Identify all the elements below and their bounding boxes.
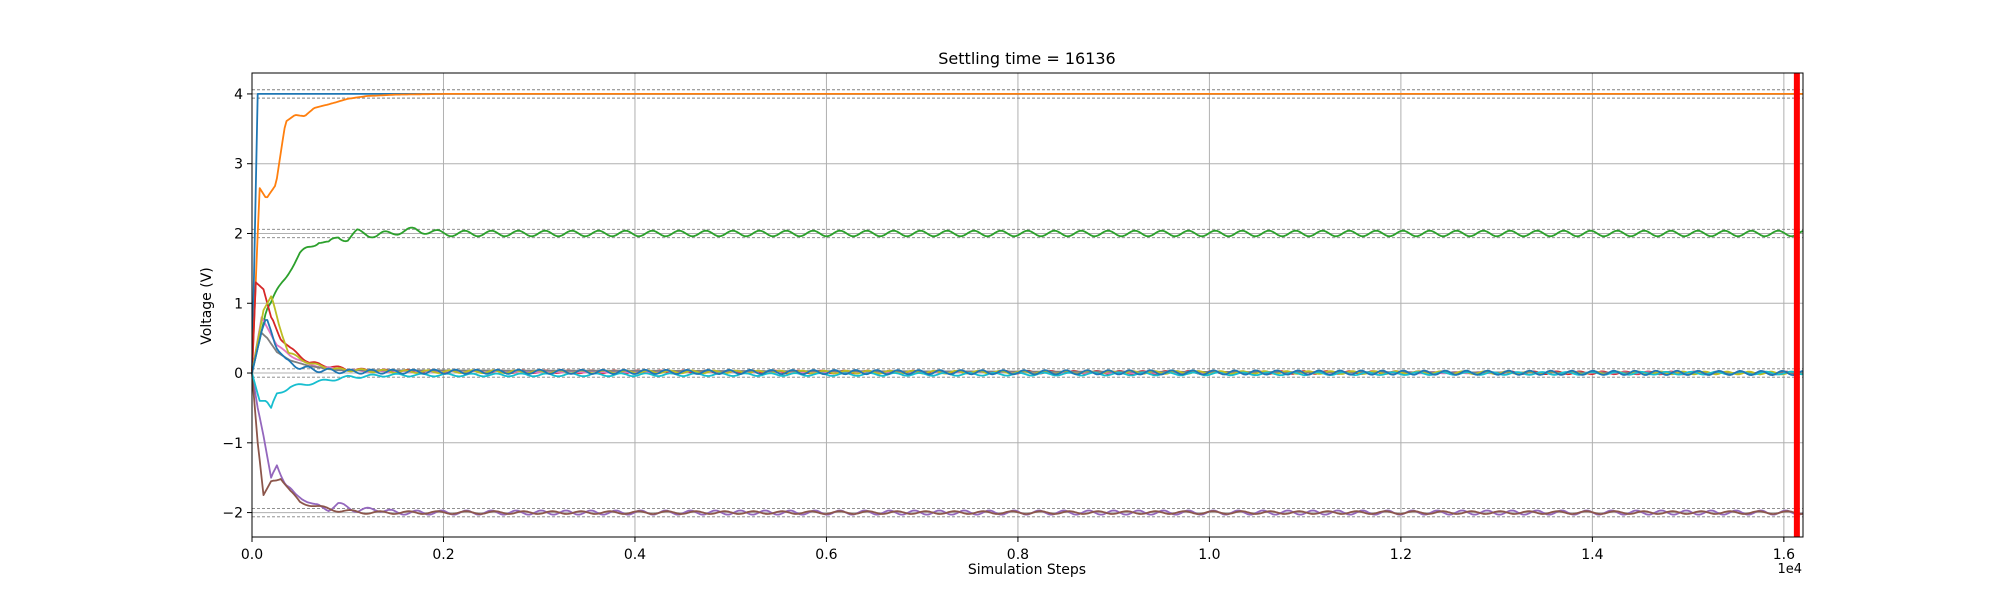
x-tick-label: 0.8 bbox=[1007, 547, 1029, 563]
plot-frame bbox=[251, 72, 1804, 538]
axis-ticks: 0.0 0.2 0.4 0.6 0.8 1.0 1.2 1.4 1.6 −2 −1 0 1 2 3 4 bbox=[222, 87, 1795, 563]
y-tick-label: 1 bbox=[234, 296, 243, 312]
x-tick-label: 1.0 bbox=[1198, 547, 1220, 563]
x-tick-label: 0.4 bbox=[624, 547, 646, 563]
x-axis-label: Simulation Steps bbox=[968, 562, 1086, 578]
y-tick-label: −1 bbox=[222, 436, 243, 452]
series-line-1 bbox=[251, 93, 1803, 374]
series-line-9 bbox=[251, 370, 1804, 409]
y-axis-label: Voltage (V) bbox=[199, 267, 215, 344]
y-tick-label: 3 bbox=[234, 157, 243, 173]
x-offset-label: 1e4 bbox=[1777, 562, 1802, 577]
y-tick-label: 2 bbox=[234, 226, 243, 242]
tolerance-bands bbox=[252, 89, 1803, 518]
y-tick-label: 0 bbox=[234, 366, 243, 382]
x-tick-label: 0.0 bbox=[241, 547, 263, 563]
series-lines bbox=[251, 93, 1804, 516]
chart-title: Settling time = 16136 bbox=[938, 49, 1115, 68]
series-line-5 bbox=[251, 372, 1804, 515]
y-tick-label: 4 bbox=[234, 87, 243, 103]
series-line-2 bbox=[251, 226, 1804, 374]
x-tick-label: 0.2 bbox=[432, 547, 454, 563]
x-tick-label: 1.6 bbox=[1773, 547, 1795, 563]
series-line-10 bbox=[251, 319, 1804, 376]
x-tick-label: 1.4 bbox=[1581, 547, 1603, 563]
x-tick-label: 1.2 bbox=[1390, 547, 1412, 563]
x-tick-label: 0.6 bbox=[815, 547, 837, 563]
y-tick-label: −2 bbox=[222, 506, 243, 522]
